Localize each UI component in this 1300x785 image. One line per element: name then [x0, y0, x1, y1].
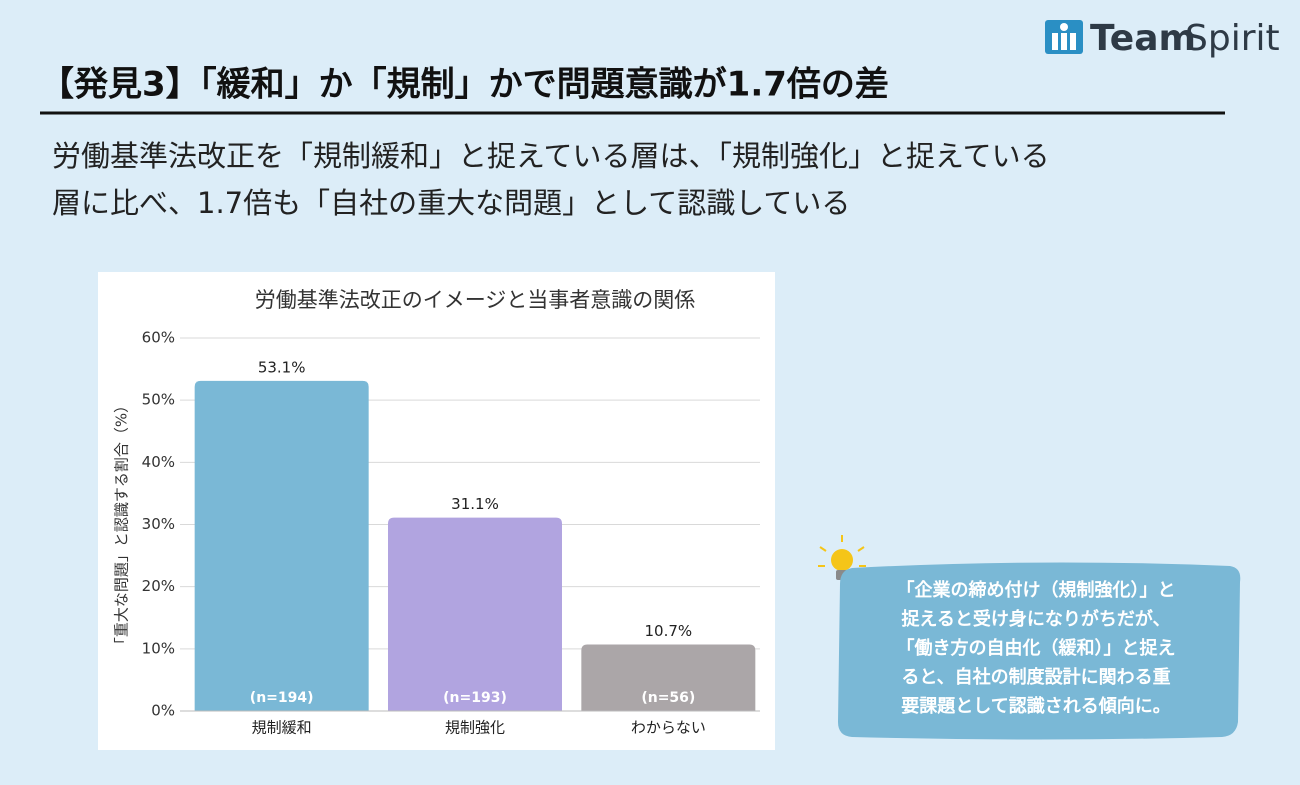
bulb-icon — [818, 535, 866, 580]
x-tick-label: 規制緩和 — [252, 719, 312, 737]
sample-size-label: (n=194) — [250, 690, 314, 706]
slide-title: 【発見3】「緩和」か「規制」かで問題意識が1.7倍の差 — [40, 65, 889, 105]
sample-size-label: (n=56) — [641, 690, 695, 706]
y-tick-label: 40% — [142, 453, 175, 471]
lead-text: 層に比べ、1.7倍も「自社の重大な問題」として認識している — [52, 186, 850, 220]
y-tick-label: 0% — [151, 702, 175, 720]
bar — [194, 380, 369, 711]
y-tick-label: 60% — [142, 329, 175, 347]
lead-text: 労働基準法改正を「規制緩和」と捉えている層は、「規制強化」と捉えている — [52, 139, 1050, 173]
x-tick-label: 規制強化 — [445, 719, 505, 737]
y-tick-label: 30% — [142, 515, 175, 533]
callout-line: 捉えると受け身になりがちだが、 — [901, 608, 1170, 630]
callout-line: 「働き方の自由化（緩和）」と捉え — [897, 637, 1176, 659]
callout-line: 要課題として認識される傾向に。 — [901, 695, 1170, 717]
callout-text: 「企業の締め付け（規制強化）」と捉えると受け身になりがちだが、「働き方の自由化（… — [897, 579, 1176, 717]
callout-line: ると、自社の制度設計に関わる重 — [901, 666, 1170, 688]
value-label: 31.1% — [451, 495, 499, 513]
logo-text: Spirit — [1185, 18, 1280, 59]
bar — [388, 517, 562, 711]
callout-box — [838, 562, 1241, 740]
value-label: 53.1% — [258, 358, 306, 376]
logo-icon — [1045, 20, 1083, 54]
x-tick-label: わからない — [631, 719, 706, 737]
callout-line: 「企業の締め付け（規制強化）」と — [897, 579, 1176, 601]
chart-title: 労働基準法改正のイメージと当事者意識の関係 — [255, 288, 696, 312]
y-axis-label: 「重大な問題」と認識する割合（%） — [113, 398, 131, 652]
plot: 0% 10% 20% 30% 40% 50% 60% 53.1% (n=194) 規制緩和 31.1… — [142, 329, 760, 737]
logo-text: Team — [1090, 18, 1196, 59]
y-tick-label: 20% — [142, 577, 175, 595]
y-tick-label: 10% — [142, 639, 175, 657]
value-label: 10.7% — [645, 622, 693, 640]
bar — [581, 644, 756, 711]
sample-size-label: (n=193) — [443, 690, 507, 706]
y-tick-label: 50% — [142, 391, 175, 409]
